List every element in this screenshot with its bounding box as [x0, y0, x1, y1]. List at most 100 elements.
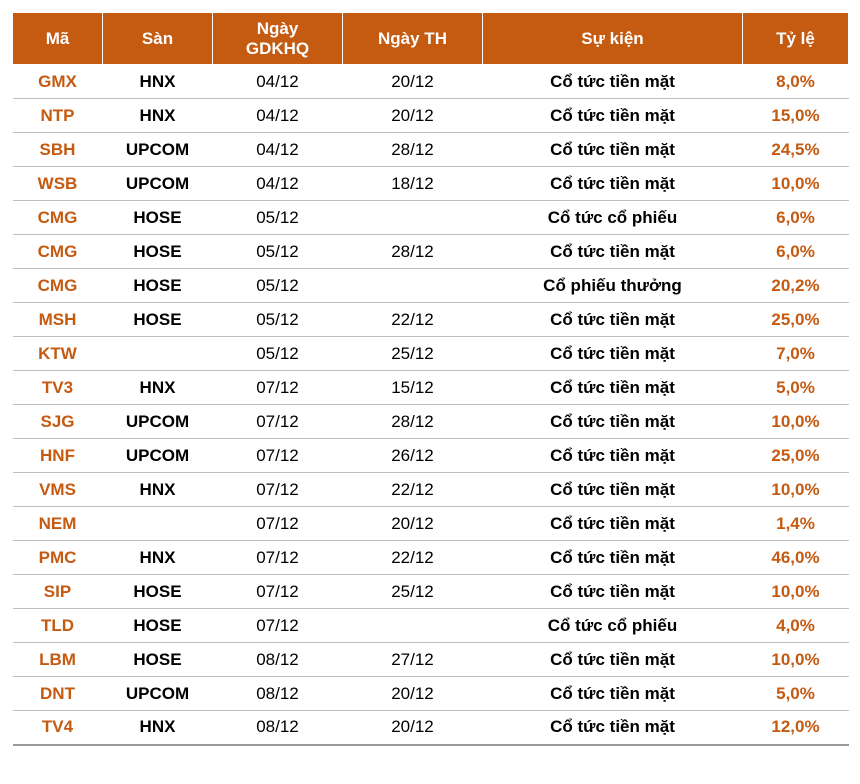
table-row: SIPHOSE07/1225/12Cổ tức tiền mặt10,0% — [13, 575, 849, 609]
table-row: DNTUPCOM08/1220/12Cổ tức tiền mặt5,0% — [13, 677, 849, 711]
cell-sk: Cổ tức tiền mặt — [483, 711, 743, 745]
cell-sk: Cổ tức cổ phiếu — [483, 609, 743, 643]
cell-th: 25/12 — [343, 575, 483, 609]
cell-sk: Cổ tức tiền mặt — [483, 541, 743, 575]
cell-sk: Cổ phiếu thưởng — [483, 269, 743, 303]
cell-ma: VMS — [13, 473, 103, 507]
cell-gdk: 07/12 — [213, 371, 343, 405]
cell-tl: 10,0% — [743, 643, 849, 677]
th-gdkhq-line1: Ngày — [257, 19, 299, 38]
cell-ma: DNT — [13, 677, 103, 711]
cell-ma: CMG — [13, 201, 103, 235]
cell-ma: CMG — [13, 269, 103, 303]
cell-sk: Cổ tức tiền mặt — [483, 65, 743, 99]
cell-san: UPCOM — [103, 677, 213, 711]
cell-tl: 10,0% — [743, 167, 849, 201]
cell-san: HNX — [103, 711, 213, 745]
cell-tl: 5,0% — [743, 677, 849, 711]
cell-ma: SBH — [13, 133, 103, 167]
cell-san: HOSE — [103, 643, 213, 677]
th-tl: Tỷ lệ — [743, 13, 849, 65]
cell-sk: Cổ tức tiền mặt — [483, 677, 743, 711]
cell-ma: SJG — [13, 405, 103, 439]
cell-gdk: 05/12 — [213, 303, 343, 337]
cell-ma: SIP — [13, 575, 103, 609]
th-gdkhq: Ngày GDKHQ — [213, 13, 343, 65]
cell-sk: Cổ tức tiền mặt — [483, 337, 743, 371]
cell-gdk: 04/12 — [213, 99, 343, 133]
cell-ma: MSH — [13, 303, 103, 337]
cell-tl: 8,0% — [743, 65, 849, 99]
table-row: CMGHOSE05/12Cổ tức cổ phiếu6,0% — [13, 201, 849, 235]
cell-san: HNX — [103, 541, 213, 575]
cell-san: HNX — [103, 473, 213, 507]
cell-ma: PMC — [13, 541, 103, 575]
cell-sk: Cổ tức tiền mặt — [483, 303, 743, 337]
table-row: TLDHOSE07/12Cổ tức cổ phiếu4,0% — [13, 609, 849, 643]
table-row: MSHHOSE05/1222/12Cổ tức tiền mặt25,0% — [13, 303, 849, 337]
cell-th: 22/12 — [343, 303, 483, 337]
cell-sk: Cổ tức tiền mặt — [483, 133, 743, 167]
cell-gdk: 07/12 — [213, 439, 343, 473]
cell-sk: Cổ tức cổ phiếu — [483, 201, 743, 235]
cell-ma: WSB — [13, 167, 103, 201]
cell-th: 18/12 — [343, 167, 483, 201]
cell-gdk: 08/12 — [213, 643, 343, 677]
cell-gdk: 04/12 — [213, 133, 343, 167]
cell-ma: NEM — [13, 507, 103, 541]
cell-ma: GMX — [13, 65, 103, 99]
cell-th: 20/12 — [343, 99, 483, 133]
table-row: NTPHNX04/1220/12Cổ tức tiền mặt15,0% — [13, 99, 849, 133]
cell-tl: 46,0% — [743, 541, 849, 575]
table-header: Mã Sàn Ngày GDKHQ Ngày TH Sự kiện Tỷ lệ — [13, 13, 849, 65]
cell-san: UPCOM — [103, 439, 213, 473]
table-row: TV4HNX08/1220/12Cổ tức tiền mặt12,0% — [13, 711, 849, 745]
cell-ma: NTP — [13, 99, 103, 133]
cell-tl: 25,0% — [743, 303, 849, 337]
cell-gdk: 05/12 — [213, 235, 343, 269]
table-row: TV3HNX07/1215/12Cổ tức tiền mặt5,0% — [13, 371, 849, 405]
th-gdkhq-line2: GDKHQ — [246, 39, 309, 58]
cell-san — [103, 337, 213, 371]
cell-tl: 1,4% — [743, 507, 849, 541]
cell-san: HNX — [103, 371, 213, 405]
cell-san: HOSE — [103, 235, 213, 269]
cell-sk: Cổ tức tiền mặt — [483, 167, 743, 201]
cell-gdk: 07/12 — [213, 473, 343, 507]
cell-san: HOSE — [103, 269, 213, 303]
table-row: LBMHOSE08/1227/12Cổ tức tiền mặt10,0% — [13, 643, 849, 677]
dividend-table: Mã Sàn Ngày GDKHQ Ngày TH Sự kiện Tỷ lệ … — [12, 12, 849, 746]
cell-th: 28/12 — [343, 133, 483, 167]
cell-gdk: 08/12 — [213, 711, 343, 745]
cell-ma: TV3 — [13, 371, 103, 405]
cell-san — [103, 507, 213, 541]
cell-th: 27/12 — [343, 643, 483, 677]
cell-tl: 25,0% — [743, 439, 849, 473]
table-row: CMGHOSE05/12Cổ phiếu thưởng20,2% — [13, 269, 849, 303]
cell-san: HNX — [103, 99, 213, 133]
cell-san: HOSE — [103, 303, 213, 337]
cell-th: 20/12 — [343, 507, 483, 541]
table-body: GMXHNX04/1220/12Cổ tức tiền mặt8,0%NTPHN… — [13, 65, 849, 745]
cell-th: 15/12 — [343, 371, 483, 405]
table-row: PMCHNX07/1222/12Cổ tức tiền mặt46,0% — [13, 541, 849, 575]
cell-san: UPCOM — [103, 133, 213, 167]
cell-th — [343, 269, 483, 303]
cell-ma: TLD — [13, 609, 103, 643]
cell-tl: 6,0% — [743, 235, 849, 269]
cell-sk: Cổ tức tiền mặt — [483, 643, 743, 677]
cell-ma: CMG — [13, 235, 103, 269]
cell-tl: 10,0% — [743, 473, 849, 507]
cell-tl: 5,0% — [743, 371, 849, 405]
cell-tl: 24,5% — [743, 133, 849, 167]
cell-tl: 15,0% — [743, 99, 849, 133]
cell-san: HOSE — [103, 201, 213, 235]
cell-gdk: 07/12 — [213, 405, 343, 439]
cell-gdk: 07/12 — [213, 575, 343, 609]
table-row: KTW05/1225/12Cổ tức tiền mặt7,0% — [13, 337, 849, 371]
cell-gdk: 08/12 — [213, 677, 343, 711]
cell-gdk: 07/12 — [213, 541, 343, 575]
cell-gdk: 04/12 — [213, 167, 343, 201]
cell-tl: 10,0% — [743, 405, 849, 439]
cell-tl: 10,0% — [743, 575, 849, 609]
